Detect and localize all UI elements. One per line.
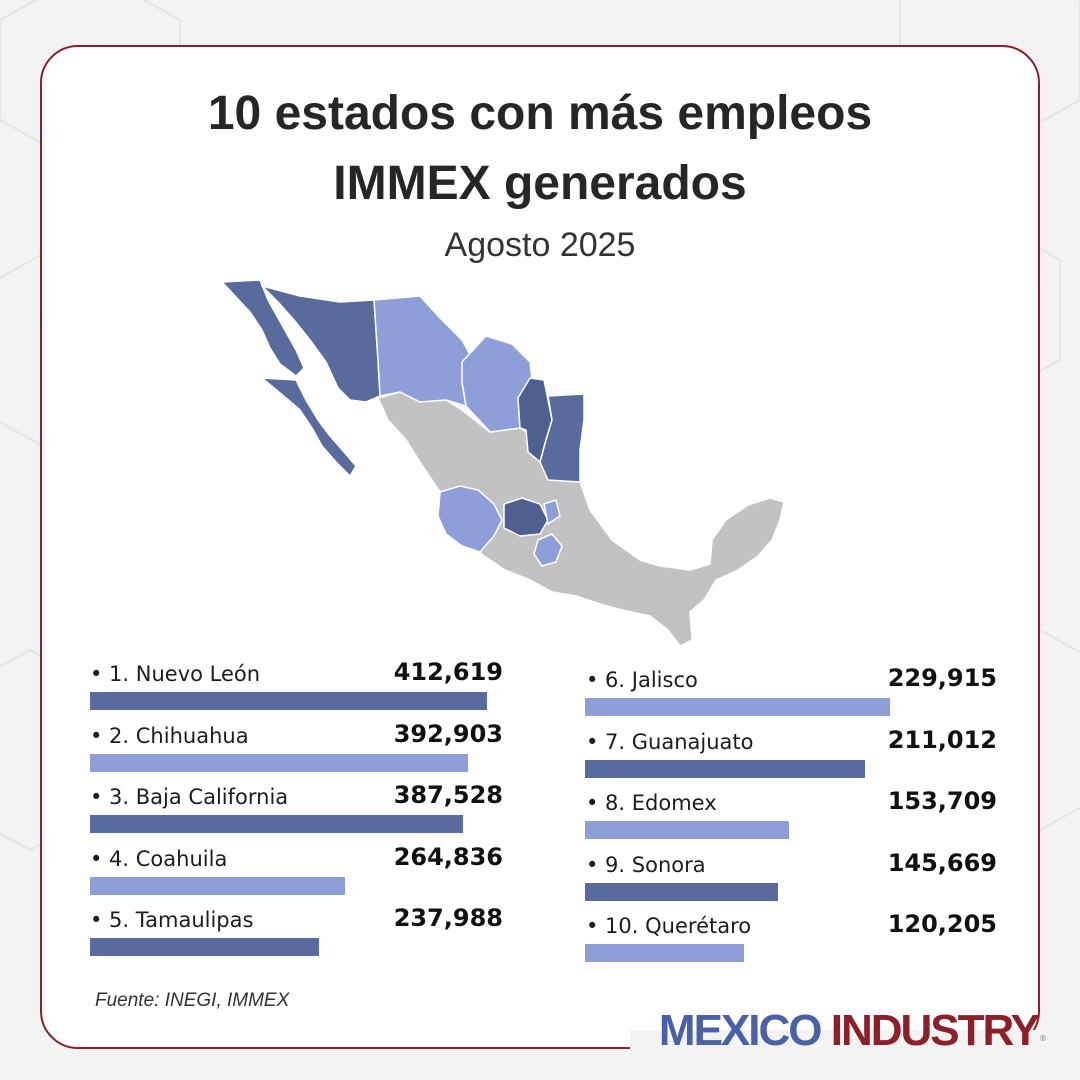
- rank-bar: [90, 815, 463, 833]
- rank-label: • 2. Chihuahua: [90, 723, 249, 748]
- map-baja-sur: [261, 377, 357, 477]
- mexico-industry-logo: MEXICO INDUSTRY: [658, 1006, 1040, 1056]
- rank-bar: [585, 698, 890, 716]
- subtitle: Agosto 2025: [444, 226, 636, 264]
- rank-label: • 6. Jalisco: [586, 668, 698, 692]
- source-note: Fuente: INEGI, IMMEX: [95, 990, 290, 1011]
- title-line-1: 10 estados con más empleos: [207, 87, 873, 140]
- rank-value: 412,619: [393, 658, 503, 686]
- rank-bar: [90, 876, 345, 895]
- rank-label: • 5. Tamaulipas: [90, 908, 254, 932]
- logo-word-industry: INDUSTRY: [830, 1006, 1040, 1055]
- map-guanajuato: [503, 497, 549, 537]
- rank-value: 211,012: [887, 725, 997, 754]
- rank-bar: [90, 938, 319, 956]
- rank-label: • 1. Nuevo León: [90, 662, 261, 686]
- rank-bar: [585, 944, 744, 962]
- rank-value: 264,836: [393, 842, 503, 871]
- rank-label: • 9. Sonora: [586, 852, 706, 877]
- rank-label: • 4. Coahuila: [90, 846, 228, 871]
- rank-label: • 10. Querétaro: [586, 914, 752, 938]
- rank-value: 229,915: [887, 664, 997, 692]
- border-gap: [630, 1030, 1070, 1060]
- map-queretaro: [543, 499, 561, 525]
- rank-bar: [585, 759, 865, 778]
- rank-value: 392,903: [393, 719, 503, 748]
- registered-mark: ®: [1040, 1034, 1046, 1043]
- map-tamaulipas: [539, 393, 585, 483]
- map-baja-california: [221, 279, 305, 377]
- rank-label: • 8. Edomex: [586, 791, 717, 815]
- map-jalisco: [437, 485, 503, 553]
- logo-word-mexico: MEXICO: [658, 1006, 823, 1055]
- rank-value: 145,669: [887, 848, 997, 877]
- rank-bar: [585, 821, 789, 839]
- rank-label: • 7. Guanajuato: [586, 729, 754, 754]
- map-chihuahua: [373, 295, 475, 407]
- rank-label: • 3. Baja California: [90, 785, 289, 809]
- rank-value: 120,205: [887, 910, 997, 938]
- rank-bar: [90, 753, 468, 772]
- map-sonora: [261, 285, 381, 403]
- map-edomex: [533, 533, 563, 567]
- rank-value: 237,988: [393, 904, 503, 932]
- rank-bar: [90, 692, 487, 710]
- rank-value: 387,528: [393, 781, 503, 809]
- rank-value: 153,709: [887, 787, 997, 815]
- rank-bar: [585, 882, 778, 901]
- title-line-2: IMMEX generados: [333, 157, 747, 210]
